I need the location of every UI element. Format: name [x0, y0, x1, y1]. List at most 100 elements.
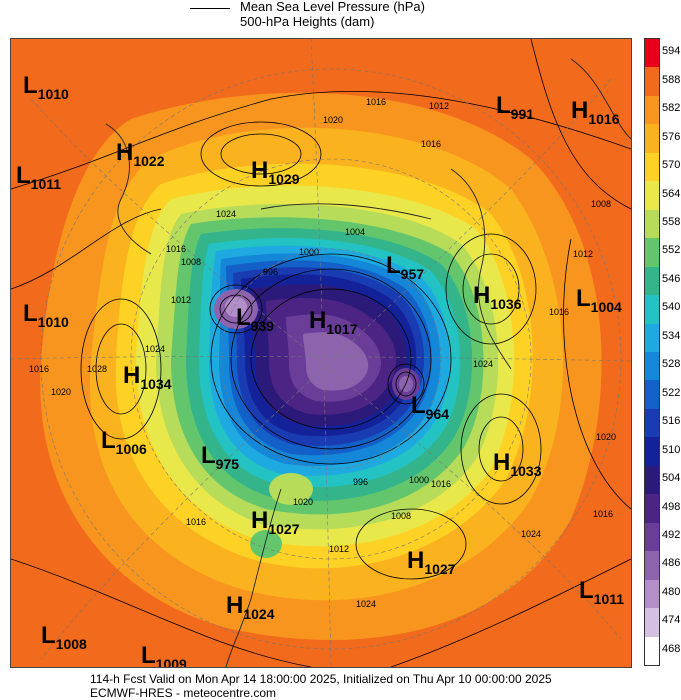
isobar-label-27: 1012	[329, 544, 350, 554]
isobar-label-9: 1004	[345, 227, 366, 237]
forecast-footer: 114-h Fcst Valid on Mon Apr 14 18:00:00 …	[90, 672, 552, 700]
colorbar-level-label: 474	[662, 614, 681, 627]
system-pressure-value: 1027	[424, 561, 456, 577]
system-pressure-value: 1029	[268, 171, 300, 187]
isobar-label-19: 1016	[431, 479, 452, 489]
colorbar-level-label: 546	[662, 272, 681, 285]
system-pressure-value: 1011	[593, 591, 625, 607]
high-pressure-center-7: H1036	[473, 284, 522, 313]
colorbar-level-label: 492	[662, 528, 681, 541]
system-pressure-value: 1034	[140, 376, 172, 392]
system-pressure-value: 1011	[30, 176, 62, 192]
pressure-line-swatch	[190, 8, 230, 9]
colorbar-swatch-6	[645, 209, 659, 239]
system-pressure-value: 1017	[326, 321, 358, 337]
colorbar-level-label: 468	[662, 642, 681, 655]
system-pressure-value: 1016	[588, 111, 620, 127]
low-pressure-center-2: L1011	[16, 164, 62, 193]
system-pressure-value: 1027	[268, 521, 300, 537]
colorbar-swatch-9	[645, 295, 659, 325]
system-pressure-value: 1004	[590, 299, 622, 315]
system-letter: L	[23, 72, 38, 99]
high-pressure-center-11: H1017	[309, 309, 358, 338]
isobar-label-5: 1016	[166, 244, 187, 254]
isobar-label-14: 1024	[145, 344, 166, 354]
isobar-label-29: 1020	[411, 667, 431, 668]
low-pressure-center-9: L1010	[23, 300, 69, 331]
system-pressure-value: 957	[400, 266, 425, 282]
system-letter: L	[101, 427, 116, 454]
colorbar-swatch-11	[645, 352, 659, 381]
system-pressure-value: 1033	[510, 463, 542, 479]
colorbar-swatch-4	[645, 152, 659, 182]
low-pressure-center-8: L1004	[576, 285, 622, 316]
system-letter: H	[251, 507, 269, 534]
system-letter: H	[251, 157, 269, 184]
isobar-label-23: 1024	[521, 529, 542, 539]
colorbar-level-label: 528	[662, 358, 681, 371]
low-pressure-center-22: L1009	[141, 644, 187, 668]
low-pressure-center-6: L957	[386, 254, 425, 283]
colorbar-level-label: 594	[662, 45, 681, 58]
colorbar-level-label: 576	[662, 130, 681, 143]
colorbar-swatch-20	[645, 608, 659, 638]
low-pressure-center-14: L1006	[101, 427, 147, 458]
system-letter: H	[407, 547, 425, 574]
colorbar-swatch-21	[645, 636, 659, 666]
system-letter: L	[141, 642, 156, 668]
colorbar-level-label: 552	[662, 244, 681, 257]
system-letter: L	[23, 300, 38, 327]
system-letter: L	[411, 392, 426, 419]
high-pressure-center-19: H1024	[226, 592, 275, 623]
colorbar-level-label: 540	[662, 301, 681, 314]
system-letter: L	[236, 304, 251, 331]
isobar-label-0: 1020	[323, 115, 344, 125]
colorbar-level-label: 498	[662, 500, 681, 513]
system-letter: L	[496, 92, 511, 119]
low-pressure-center-20: L1011	[579, 579, 625, 608]
colorbar-level-label: 510	[662, 443, 681, 456]
colorbar-swatch-13	[645, 408, 659, 438]
colorbar-level-label: 558	[662, 215, 681, 228]
isobar-label-11: 1012	[573, 249, 594, 259]
isobar-label-2: 1012	[429, 101, 450, 111]
isobar-label-17: 1020	[51, 387, 72, 397]
colorbar-level-label: 588	[662, 73, 681, 86]
source-credit-text: ECMWF-HRES - meteocentre.com	[90, 686, 277, 700]
colorbar-level-label: 534	[662, 329, 681, 342]
high-pressure-center-1: H1022	[116, 139, 165, 170]
colorbar-level-label: 480	[662, 585, 681, 598]
isobar-label-7: 996	[263, 267, 279, 277]
isobar-label-4: 1024	[216, 209, 237, 219]
system-pressure-value: 1022	[133, 153, 165, 169]
system-pressure-value: 1006	[115, 441, 147, 457]
system-pressure-value: 964	[425, 406, 450, 422]
colorbar-swatch-0	[645, 39, 659, 68]
colorbar-swatch-10	[645, 323, 659, 353]
high-pressure-center-3: H1029	[251, 157, 300, 188]
colorbar-level-label: 570	[662, 159, 681, 172]
isobar-label-16: 1016	[29, 364, 50, 374]
low-pressure-center-13: L964	[411, 392, 450, 423]
high-pressure-center-5: H1016	[571, 99, 620, 128]
colorbar-level-label: 504	[662, 472, 681, 485]
colorbar-swatch-15	[645, 465, 659, 495]
isobar-label-1: 1016	[366, 97, 387, 107]
isobar-label-8: 1000	[299, 247, 320, 257]
high-pressure-center-17: H1027	[251, 507, 300, 538]
system-letter: L	[576, 285, 591, 312]
system-letter: L	[41, 622, 56, 649]
map-legend: Mean Sea Level Pressure (hPa) 500-hPa He…	[190, 0, 490, 36]
low-pressure-center-15: L975	[201, 442, 239, 473]
isobar-label-18: 1024	[473, 359, 494, 369]
colorbar-swatch-1	[645, 67, 659, 97]
colorbar-swatch-19	[645, 579, 659, 609]
legend-height-label: 500-hPa Heights (dam)	[240, 14, 375, 29]
height-colorbar	[644, 38, 660, 666]
system-letter: H	[116, 139, 134, 166]
system-letter: H	[226, 592, 244, 619]
system-pressure-value: 991	[510, 106, 535, 122]
low-pressure-center-4: L991	[496, 92, 535, 123]
system-letter: L	[201, 442, 216, 469]
high-pressure-center-18: H1027	[407, 547, 456, 578]
